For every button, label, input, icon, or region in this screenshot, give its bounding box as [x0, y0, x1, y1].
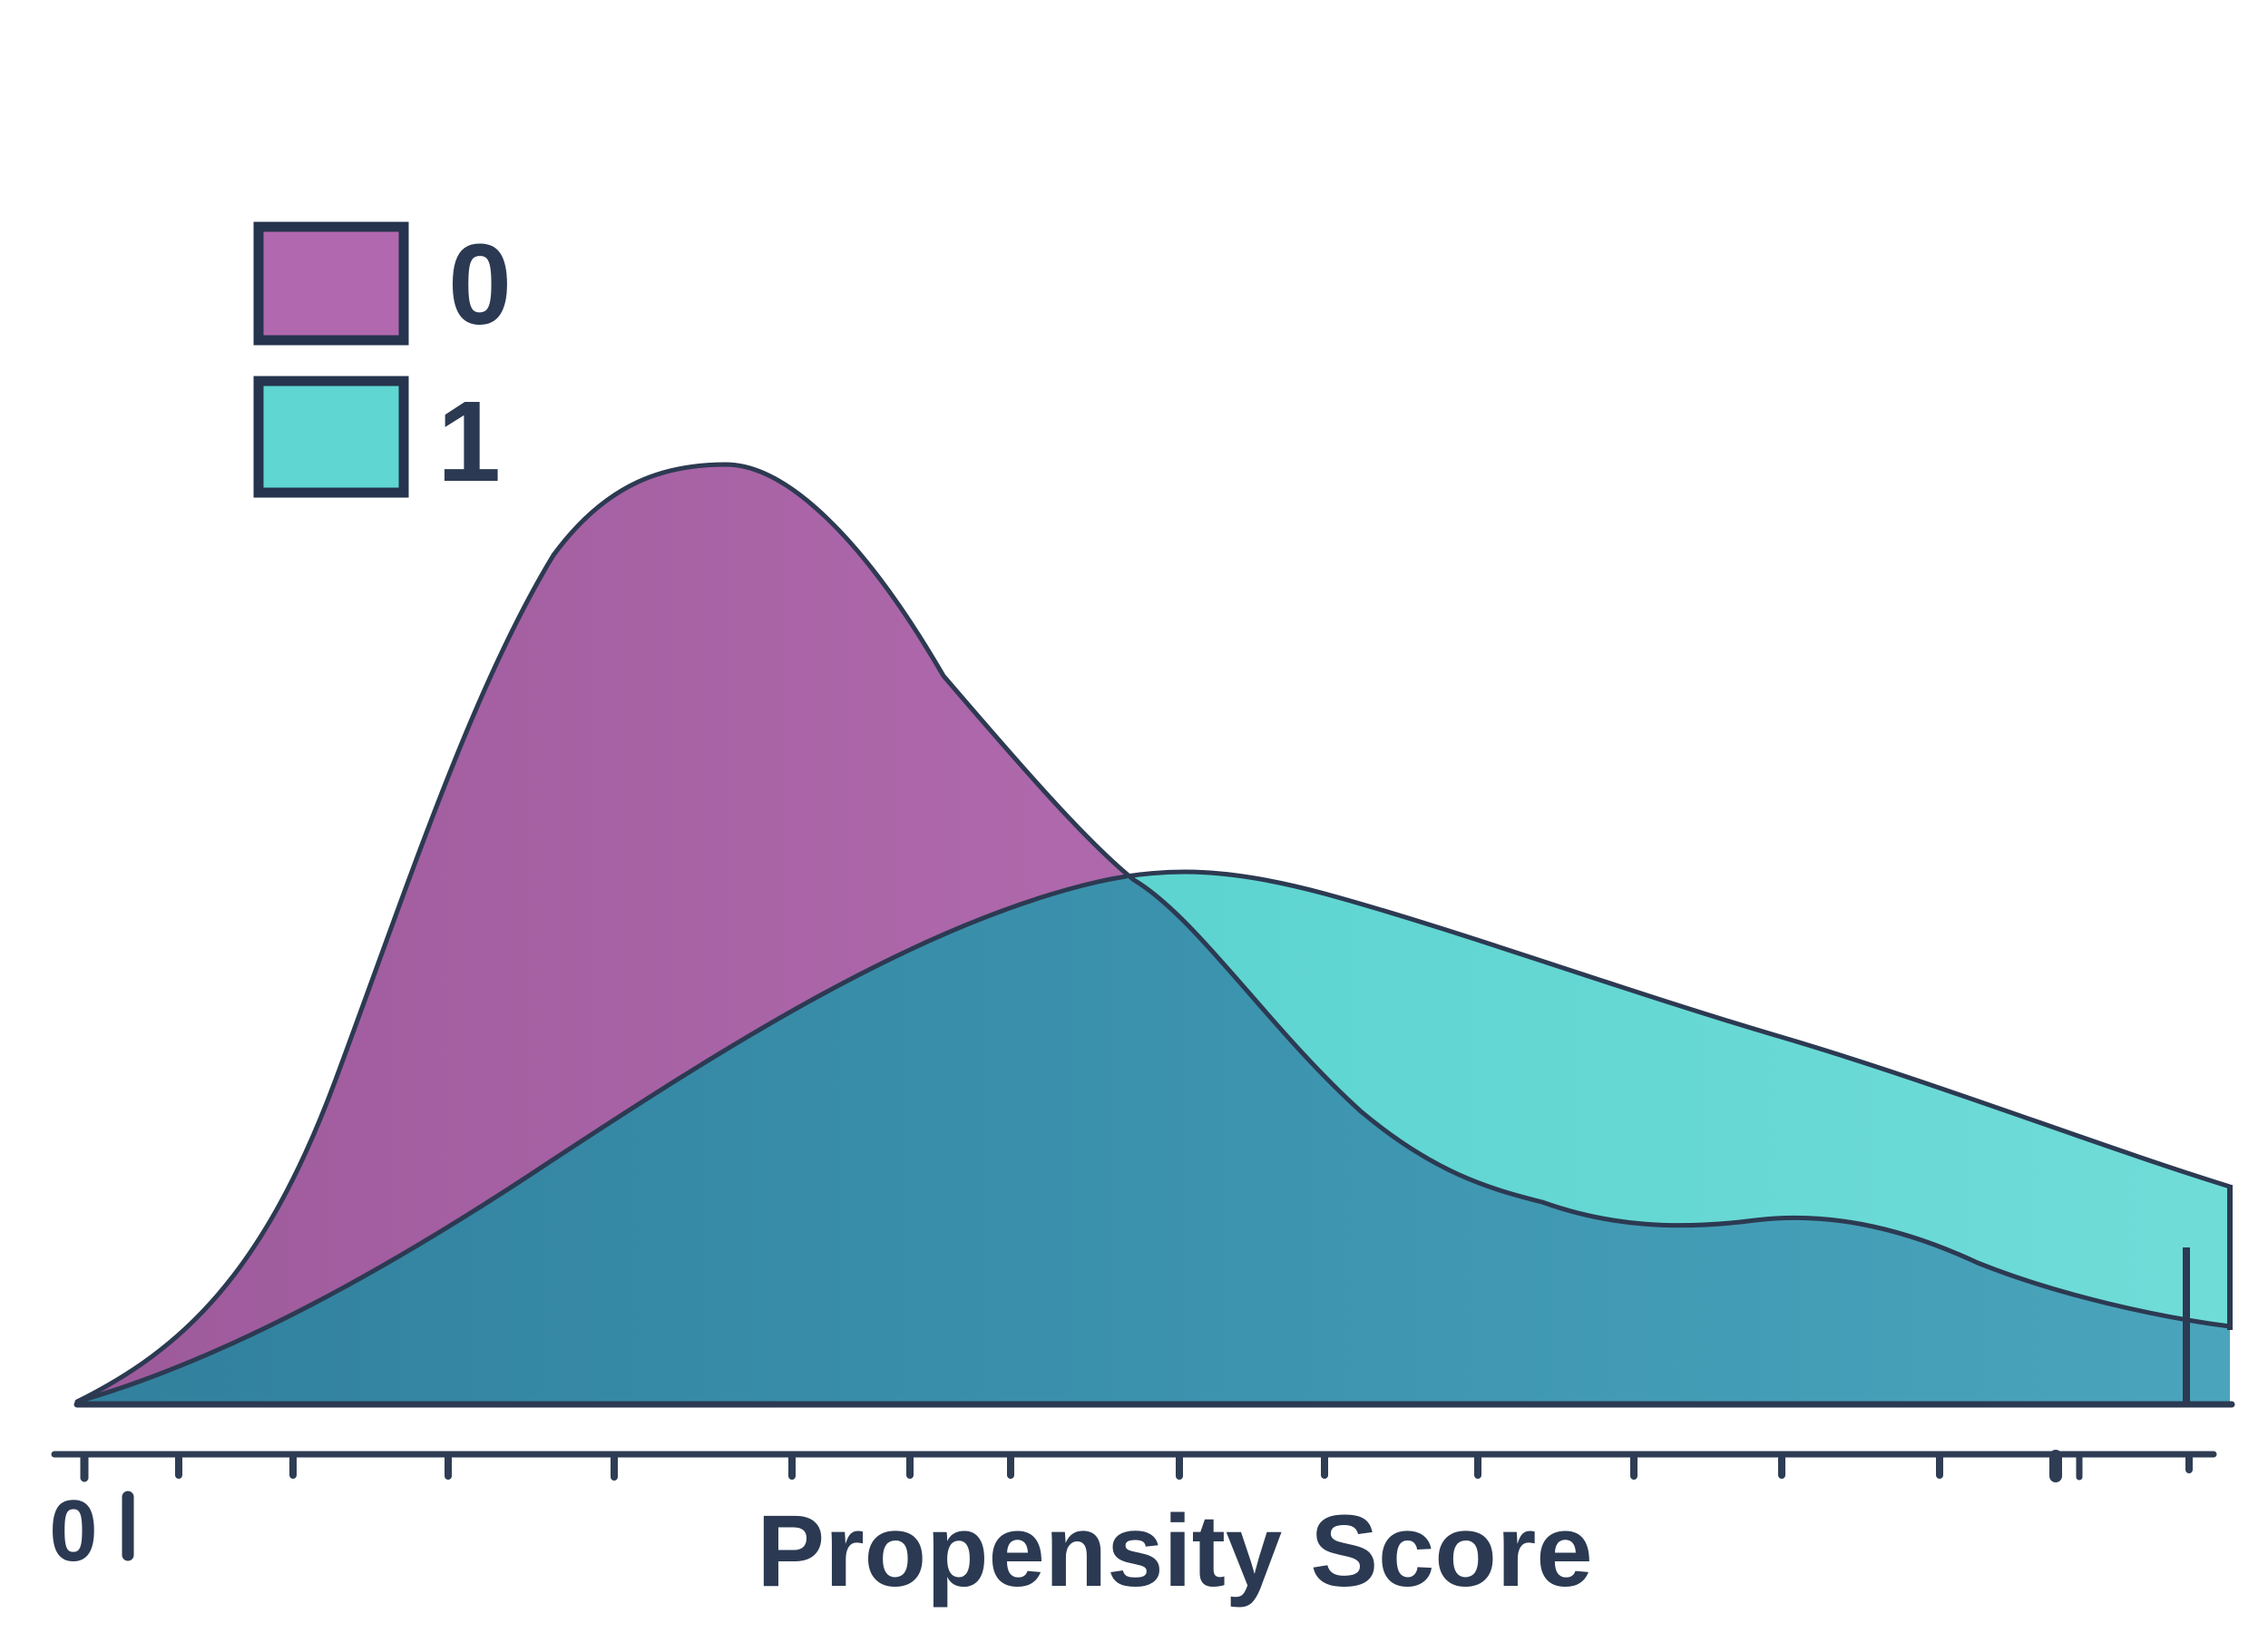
x-axis-title: Propensity Score	[757, 1494, 1592, 1608]
legend-swatch-group0	[253, 221, 409, 346]
legend-swatch-group1	[253, 376, 409, 498]
legend-label-group1: 1	[437, 377, 501, 505]
x-axis-origin-label: 0	[49, 1482, 97, 1579]
density-curve-group1	[74, 869, 2233, 1404]
legend: 0 1	[253, 220, 512, 505]
density-area-overlap	[77, 878, 2230, 1402]
legend-label-group0: 0	[448, 220, 512, 348]
density-curve-group0	[74, 462, 2233, 1404]
x-axis-ticks	[80, 1450, 2193, 1482]
